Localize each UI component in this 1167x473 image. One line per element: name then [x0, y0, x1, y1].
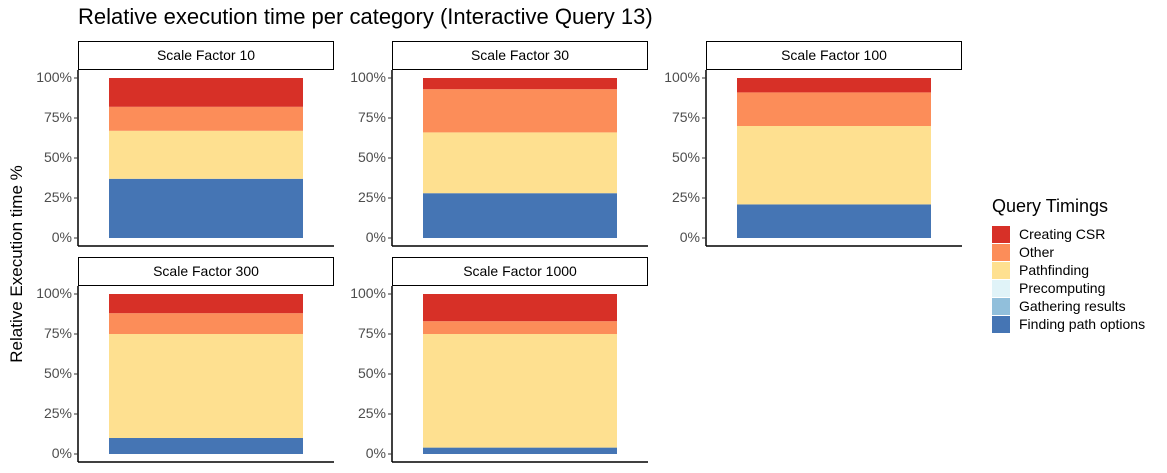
legend-swatch [992, 315, 1010, 333]
y-tick-label: 75% [671, 109, 700, 125]
y-tick-label: 25% [43, 189, 72, 205]
chart-title: Relative execution time per category (In… [78, 4, 653, 29]
y-tick-label: 0% [365, 445, 386, 461]
legend-item: Gathering results [992, 297, 1145, 315]
bar-segment-pathfinding [109, 130, 303, 179]
y-tick-label: 25% [43, 405, 72, 421]
panel-strip-label: Scale Factor 1000 [392, 257, 648, 286]
y-tick-label: 50% [671, 149, 700, 165]
bar-segment-finding-path-options [423, 447, 617, 454]
bar-segment-creating-csr [423, 78, 617, 90]
bar-segment-creating-csr [109, 78, 303, 107]
y-tick-label: 100% [350, 69, 386, 85]
bar-segment-pathfinding [423, 334, 617, 448]
bar-segment-other [423, 321, 617, 334]
bar-segment-creating-csr [109, 294, 303, 314]
legend-item: Pathfinding [992, 261, 1145, 279]
panel-strip-label: Scale Factor 100 [706, 41, 962, 70]
y-tick-label: 100% [350, 285, 386, 301]
y-tick-label: 75% [357, 109, 386, 125]
y-tick-label: 25% [671, 189, 700, 205]
bar-segment-finding-path-options [109, 178, 303, 238]
y-tick-label: 50% [357, 365, 386, 381]
bar-segment-finding-path-options [109, 438, 303, 454]
bar-segment-other [109, 106, 303, 131]
y-tick-label: 0% [51, 445, 72, 461]
y-tick-label: 50% [43, 149, 72, 165]
y-tick-label: 50% [357, 149, 386, 165]
bar-segment-creating-csr [737, 78, 931, 93]
legend-items: Creating CSR Other Pathfinding Precomputing… [992, 225, 1145, 333]
panel-strip-label: Scale Factor 300 [78, 257, 334, 286]
legend: Query Timings Creating CSR Other Pathfindi… [992, 196, 1145, 333]
legend-swatch [992, 243, 1010, 261]
bar-segment-other [109, 313, 303, 334]
legend-label: Pathfinding [1019, 262, 1090, 278]
bar-segment-finding-path-options [737, 204, 931, 238]
panel-strip-label: Scale Factor 10 [78, 41, 334, 70]
bar-segment-pathfinding [737, 126, 931, 205]
y-tick-label: 0% [679, 229, 700, 245]
legend-label: Other [1019, 244, 1055, 260]
legend-item: Other [992, 243, 1145, 261]
panel-strip-label: Scale Factor 30 [392, 41, 648, 70]
bar-segment-other [737, 92, 931, 126]
legend-label: Gathering results [1019, 298, 1126, 314]
legend-label: Finding path options [1019, 316, 1146, 332]
y-tick-label: 50% [43, 365, 72, 381]
legend-swatch [992, 261, 1010, 279]
y-tick-label: 75% [43, 109, 72, 125]
legend-swatch [992, 279, 1010, 297]
legend-swatch [992, 297, 1010, 315]
y-tick-label: 25% [357, 189, 386, 205]
y-tick-label: 0% [51, 229, 72, 245]
y-tick-label: 100% [36, 285, 72, 301]
bar-segment-finding-path-options [423, 193, 617, 238]
y-tick-label: 75% [43, 325, 72, 341]
legend-item: Precomputing [992, 279, 1145, 297]
bar-segment-pathfinding [109, 334, 303, 438]
legend-label: Creating CSR [1019, 226, 1106, 242]
y-tick-label: 100% [36, 69, 72, 85]
y-tick-label: 0% [365, 229, 386, 245]
y-tick-label: 100% [664, 69, 700, 85]
legend-item: Finding path options [992, 315, 1145, 333]
legend-title: Query Timings [992, 196, 1109, 216]
legend-swatch [992, 225, 1010, 243]
bar-segment-other [423, 89, 617, 133]
bar-segment-creating-csr [423, 294, 617, 322]
y-tick-label: 75% [357, 325, 386, 341]
y-tick-label: 25% [357, 405, 386, 421]
bar-segment-pathfinding [423, 132, 617, 194]
legend-item: Creating CSR [992, 225, 1145, 243]
legend-label: Precomputing [1019, 280, 1106, 296]
